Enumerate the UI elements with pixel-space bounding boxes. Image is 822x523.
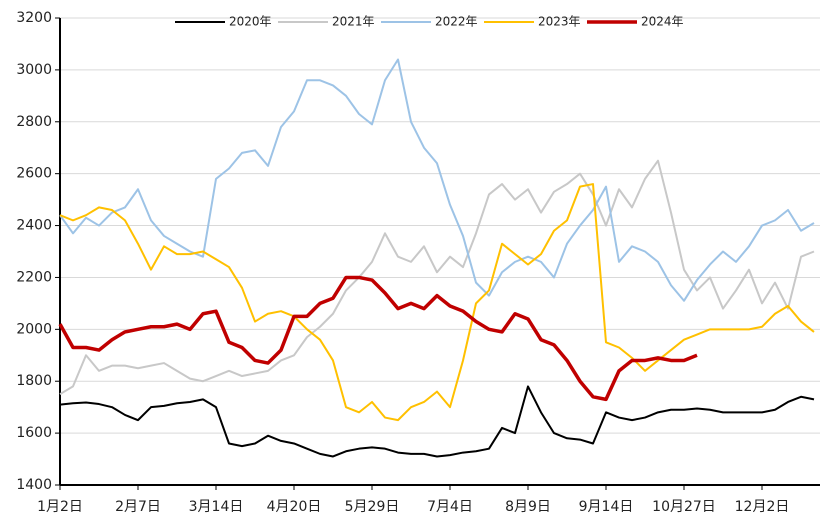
series-line [59,183,815,422]
y-tick-label: 2600 [16,166,52,182]
y-tick-label: 3200 [16,10,52,26]
x-tick-label: 4月20日 [267,499,322,515]
x-tick-label: 3月14日 [189,499,244,515]
legend-label: 2023年 [538,15,581,29]
y-tick-label: 1600 [16,425,52,441]
legend-label: 2022年 [435,15,478,29]
x-tick-label: 8月9日 [505,499,551,515]
series-line [58,275,698,402]
x-tick-label: 7月4日 [427,499,473,515]
x-tick-label: 1月2日 [37,499,83,515]
y-tick-label: 2000 [16,321,52,337]
legend-label: 2024年 [641,15,684,29]
legend-label: 2020年 [229,15,272,29]
legend-label: 2021年 [332,15,375,29]
x-tick-label: 2月7日 [115,499,161,515]
series-line [59,385,815,458]
x-tick-label: 5月29日 [345,499,400,515]
y-tick-label: 3000 [16,62,52,78]
y-tick-label: 2800 [16,114,52,130]
x-tick-label: 9月14日 [579,499,634,515]
y-tick-label: 2200 [16,269,52,285]
y-tick-label: 1800 [16,373,52,389]
x-tick-label: 10月27日 [652,499,716,515]
x-tick-label: 12月2日 [735,499,790,515]
series-line [59,58,815,302]
y-tick-label: 1400 [16,477,52,493]
y-tick-label: 2400 [16,218,52,234]
series-line [59,159,815,396]
